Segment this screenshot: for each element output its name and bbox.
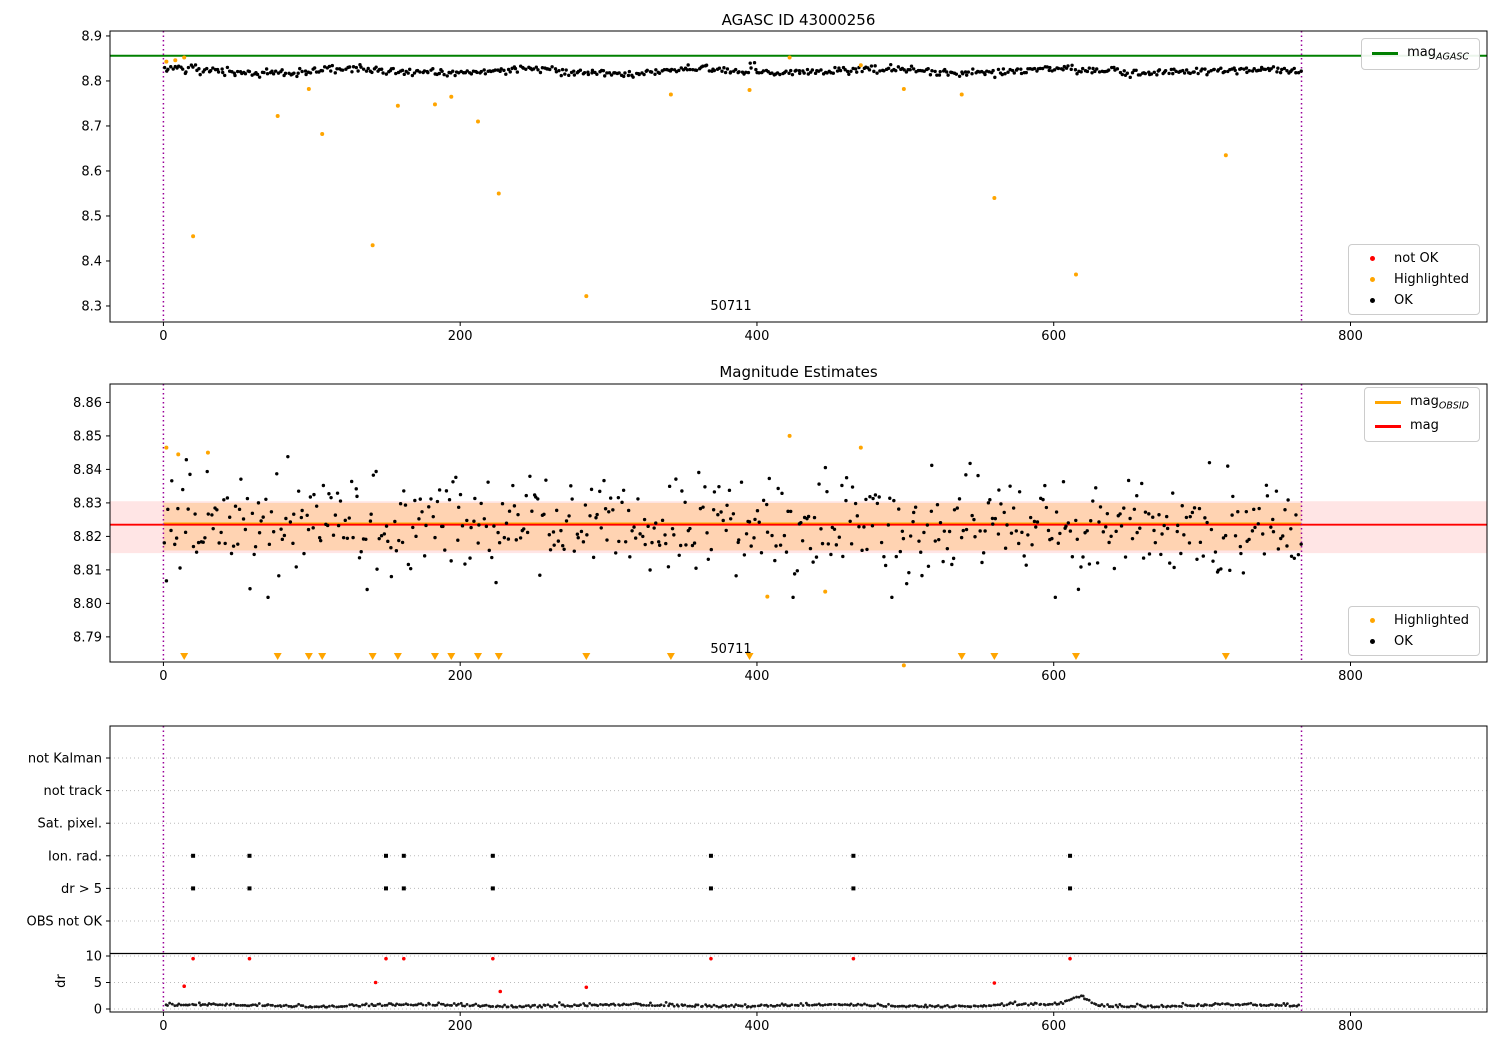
x-axis-ticks: 0 200 400 600 800: [159, 1012, 1363, 1034]
obsid-uncertainty-band: [163, 502, 1302, 551]
legend-middle-plot-status: Highlighted OK: [1348, 606, 1480, 656]
ok-dot-swatch: [1359, 634, 1385, 649]
flag-row-label: Ion. rad.: [48, 849, 102, 864]
dr-tick-label: 10: [85, 950, 102, 965]
y-tick-label: 8.81: [73, 563, 102, 578]
y-axis-ticks: 8.79 8.80 8.81 8.82 8.83 8.84 8.85 8.86: [73, 396, 110, 645]
legend-mag-lines: magOBSID mag: [1363, 387, 1480, 443]
legend-label: mag: [1409, 417, 1439, 433]
axes-border: [109, 725, 1488, 1013]
flag-row-label: OBS not OK: [27, 915, 103, 930]
axes-border: [109, 30, 1488, 323]
legend-entry-highlighted: Highlighted: [1359, 613, 1469, 628]
y-tick-label: 8.5: [81, 209, 102, 224]
dr-ok-trace: [164, 994, 1301, 1009]
middle-plot-title: Magnitude Estimates: [719, 363, 878, 381]
legend-entry-mag-agasc: magAGASC: [1372, 45, 1469, 63]
x-tick-label: 400: [745, 669, 770, 684]
legend-entry-mag: mag: [1374, 417, 1469, 436]
highlighted-dot-swatch: [1359, 272, 1385, 287]
y-tick-label: 8.7: [81, 119, 102, 134]
legend-mag-agasc: magAGASC: [1361, 38, 1480, 70]
y-tick-label: 8.83: [73, 496, 102, 511]
x-tick-label: 600: [1041, 669, 1066, 684]
y-tick-label: 8.9: [81, 29, 102, 44]
obsid-label-top: 50711: [710, 299, 752, 314]
mag-obsid-line-swatch: [1374, 401, 1401, 405]
x-tick-label: 800: [1338, 329, 1363, 344]
legend-label: magAGASC: [1407, 45, 1469, 63]
flag-row-label: not Kalman: [28, 752, 102, 767]
mag-uncertainty-band: [110, 501, 1487, 554]
legend-entry-ok: OK: [1359, 293, 1469, 308]
x-tick-label: 0: [159, 329, 167, 344]
legend-entry-ok: OK: [1359, 634, 1469, 649]
flag-row-label: Sat. pixel.: [38, 817, 102, 832]
x-tick-label: 800: [1338, 669, 1363, 684]
x-tick-label: 0: [159, 1019, 167, 1034]
mag-agasc-line-swatch: [1372, 52, 1399, 56]
x-axis-ticks: 0 200 400 600 800: [159, 322, 1363, 344]
legend-label: magOBSID: [1409, 394, 1469, 412]
flag-markers: [191, 853, 1073, 891]
y-tick-label: 8.6: [81, 164, 102, 179]
y-tick-label: 8.85: [73, 429, 102, 444]
legend-top-plot-status: not OK Highlighted OK: [1348, 244, 1480, 315]
x-tick-label: 800: [1338, 1019, 1363, 1034]
y-tick-label: 8.80: [73, 597, 102, 612]
x-tick-label: 600: [1041, 329, 1066, 344]
mag-line-swatch: [1374, 424, 1401, 428]
ok-points: [162, 454, 1303, 600]
x-axis-ticks: 0 200 400 600 800: [159, 662, 1363, 684]
dr-tick-label: 0: [94, 1003, 102, 1018]
dr-not-ok-points: [182, 956, 1072, 994]
axes-border: [109, 383, 1488, 663]
x-tick-label: 200: [448, 329, 473, 344]
ok-points: [162, 61, 1303, 80]
y-tick-label: 8.79: [73, 630, 102, 645]
highlighted-points: [164, 55, 1228, 299]
y-tick-label: 8.3: [81, 299, 102, 314]
top-plot-title: AGASC ID 43000256: [721, 11, 876, 29]
y-tick-label: 8.82: [73, 530, 102, 545]
legend-entry-highlighted: Highlighted: [1359, 272, 1469, 287]
flag-row-label: dr > 5: [61, 882, 102, 897]
obsid-label-middle: 50711: [710, 642, 752, 657]
y-tick-label: 8.4: [81, 254, 102, 269]
dr-tick-label: 5: [94, 976, 102, 991]
legend-entry-mag-obsid: magOBSID: [1374, 394, 1469, 412]
x-tick-label: 400: [745, 329, 770, 344]
y-axis-ticks: 8.3 8.4 8.5 8.6 8.7 8.8 8.9: [81, 29, 110, 314]
legend-entry-not-ok: not OK: [1359, 251, 1469, 266]
x-tick-label: 400: [745, 1019, 770, 1034]
x-tick-label: 200: [448, 1019, 473, 1034]
x-tick-label: 200: [448, 669, 473, 684]
flag-gridlines: [110, 757, 1487, 1010]
y-tick-label: 8.8: [81, 74, 102, 89]
highlighted-points: [164, 433, 906, 668]
highlighted-dot-swatch: [1359, 613, 1385, 628]
dr-axis-label: dr: [54, 974, 69, 988]
ok-dot-swatch: [1359, 293, 1385, 308]
flag-row-labels: not Kalman not track Sat. pixel. Ion. rad. d…: [27, 752, 110, 1018]
not-ok-dot-swatch: [1359, 251, 1385, 266]
flag-row-label: not track: [43, 784, 102, 799]
x-tick-label: 0: [159, 669, 167, 684]
x-tick-label: 600: [1041, 1019, 1066, 1034]
y-tick-label: 8.84: [73, 463, 102, 478]
y-tick-label: 8.86: [73, 396, 102, 411]
below-range-markers: [180, 653, 1230, 660]
